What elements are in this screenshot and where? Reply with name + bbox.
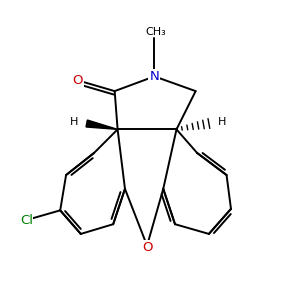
Text: N: N: [149, 70, 159, 83]
Text: O: O: [142, 241, 152, 254]
Text: H: H: [70, 117, 78, 127]
Text: Cl: Cl: [20, 214, 33, 226]
Text: H: H: [218, 117, 226, 127]
Text: O: O: [73, 74, 83, 87]
Polygon shape: [86, 120, 118, 129]
Text: CH₃: CH₃: [146, 27, 166, 37]
